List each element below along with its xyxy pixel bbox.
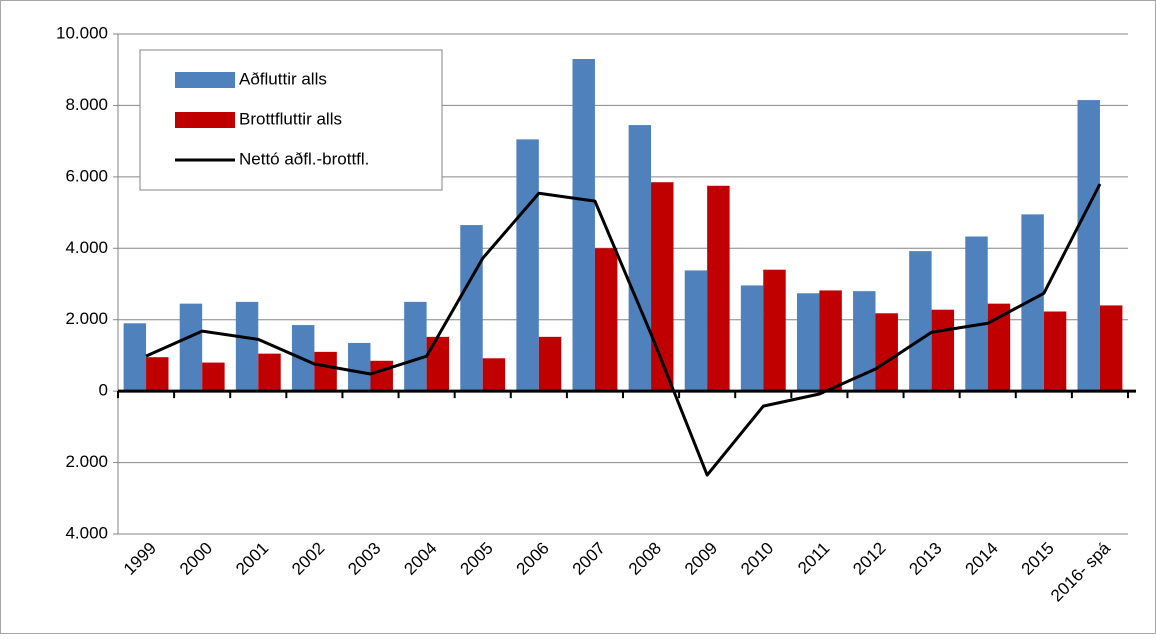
y-tick-label: 10.000 — [56, 23, 108, 42]
bar — [426, 336, 450, 392]
bar — [594, 248, 618, 392]
bar — [684, 270, 708, 392]
bar — [1077, 100, 1100, 392]
bar — [123, 323, 147, 392]
bar — [707, 185, 730, 392]
bar — [1021, 214, 1044, 392]
y-tick-label: 8.000 — [65, 95, 108, 114]
y-tick-label: 0 — [99, 381, 108, 400]
bar — [258, 353, 281, 392]
bar — [314, 351, 337, 392]
bar — [1043, 311, 1067, 392]
legend-label: Brottfluttir alls — [239, 109, 342, 128]
bar — [819, 290, 842, 392]
line — [145, 183, 1102, 477]
bar — [1099, 305, 1123, 392]
bar — [987, 303, 1011, 392]
legend-swatch — [175, 112, 235, 128]
bar — [202, 362, 225, 392]
y-tick-label: 2.000 — [65, 309, 108, 328]
bar — [740, 285, 764, 392]
bar — [460, 225, 483, 392]
bar — [853, 291, 876, 392]
bar — [909, 251, 932, 392]
bar — [235, 301, 259, 392]
bar — [651, 182, 674, 392]
y-tick-label: 4.000 — [65, 523, 108, 542]
bar — [348, 342, 371, 392]
bar — [763, 269, 786, 392]
bar — [370, 360, 393, 392]
bar — [628, 125, 652, 392]
legend-label: Aðfluttir alls — [239, 69, 327, 88]
legend-swatch — [175, 72, 235, 88]
bar — [796, 293, 820, 392]
bar — [931, 309, 955, 392]
bar — [516, 139, 539, 392]
bar — [482, 358, 506, 392]
bar — [572, 59, 595, 392]
y-tick-label: 6.000 — [65, 166, 108, 185]
legend-label: Nettó aðfl.-brottfl. — [239, 149, 369, 168]
y-tick-label: 4.000 — [65, 238, 108, 257]
bar — [965, 236, 988, 392]
bar — [146, 357, 169, 392]
bar — [538, 336, 562, 392]
bar — [875, 313, 898, 392]
bar — [404, 301, 427, 392]
bar — [179, 303, 203, 392]
y-tick-label: 2.000 — [65, 452, 108, 471]
